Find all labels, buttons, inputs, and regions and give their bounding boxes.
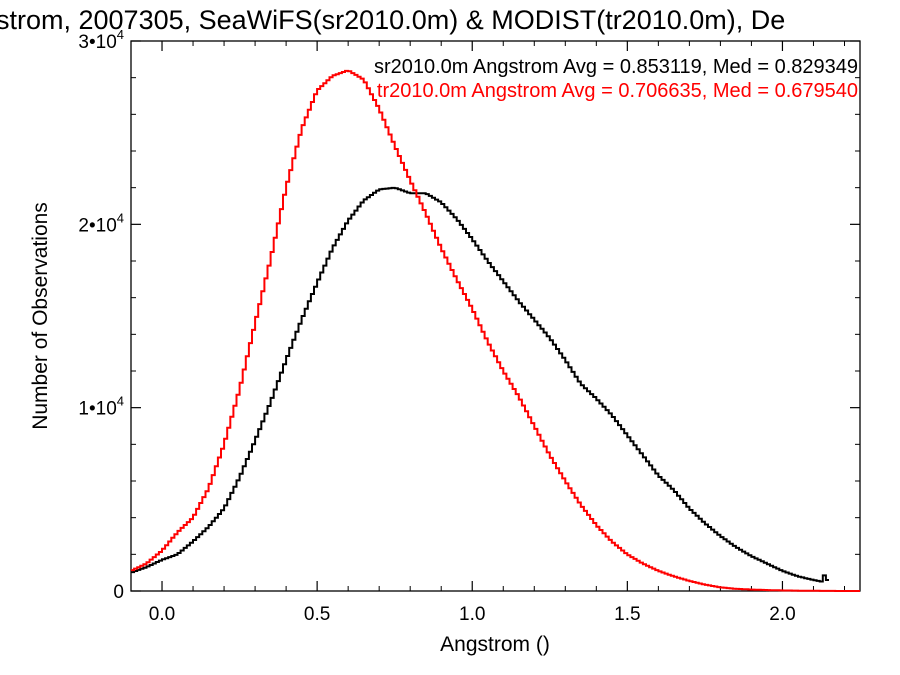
y-tick-label: 2•104 (78, 210, 124, 236)
legend-entry-tr2010: tr2010.0m Angstrom Avg = 0.706635, Med =… (377, 80, 858, 102)
y-tick-label: 3•104 (78, 27, 124, 53)
y-tick-label: 0 (113, 582, 124, 603)
x-tick-label: 1.5 (614, 604, 640, 625)
series-line-sr2010 (131, 186, 829, 583)
x-tick-label: 1.0 (459, 604, 485, 625)
legend-entry-sr2010: sr2010.0m Angstrom Avg = 0.853119, Med =… (374, 56, 858, 78)
y-axis: 0 1•104 2•104 3•104 (78, 27, 860, 603)
chart-title: strom, 2007305, SeaWiFS(sr2010.0m) & MOD… (0, 5, 785, 35)
x-axis: 0.0 0.5 1.0 1.5 2.0 (130, 41, 845, 625)
x-axis-label: Angstrom () (440, 633, 550, 656)
plot-area (130, 40, 861, 592)
legend: sr2010.0m Angstrom Avg = 0.853119, Med =… (374, 56, 858, 102)
x-tick-label: 2.0 (769, 604, 795, 625)
x-tick-label: 0.0 (149, 604, 175, 625)
y-axis-label: Number of Observations (29, 202, 52, 430)
series-layer (131, 69, 860, 592)
x-tick-label: 0.5 (304, 604, 330, 625)
series-line-tr2010 (131, 69, 860, 592)
y-tick-label: 1•104 (78, 394, 124, 420)
plot-frame (130, 40, 861, 592)
